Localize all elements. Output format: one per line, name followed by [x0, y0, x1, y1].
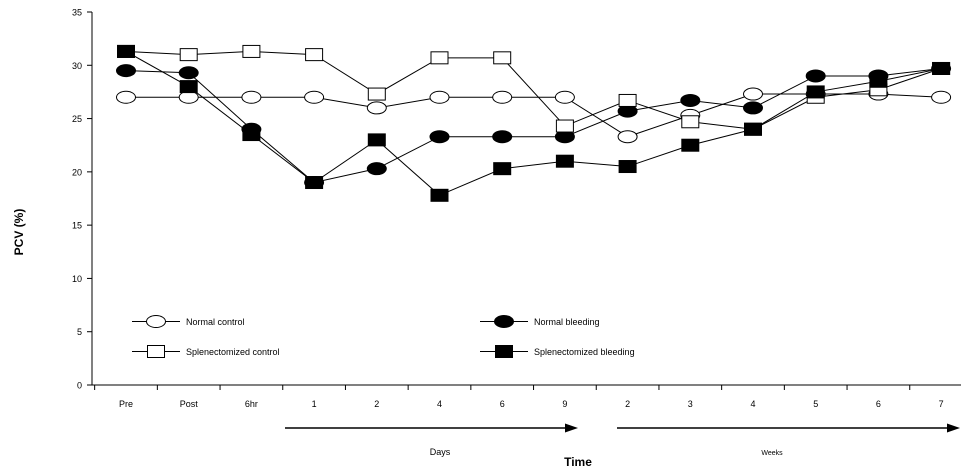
data-point-splenectomized-bleeding: [806, 85, 825, 99]
data-point-normal-control: [554, 90, 575, 104]
data-point-splenectomized-control: [179, 48, 198, 62]
data-point-splenectomized-control: [555, 119, 574, 133]
x-tick-label: Post: [180, 399, 199, 409]
x-tick-label: 1: [312, 399, 317, 409]
data-point-normal-control: [304, 90, 325, 104]
data-point-normal-bleeding: [492, 130, 513, 144]
y-tick-label: 5: [77, 327, 82, 337]
legend: Normal control Normal bleeding Splenectomi…: [132, 315, 635, 358]
axes: [91, 12, 961, 386]
data-point-splenectomized-control: [618, 93, 637, 107]
data-point-splenectomized-bleeding: [681, 138, 700, 152]
data-point-splenectomized-bleeding: [117, 44, 135, 58]
series-layer: [116, 44, 952, 202]
series-line-normal-control: [126, 93, 942, 138]
legend-marker: [494, 315, 514, 328]
weeks-arrow-head: [947, 423, 960, 433]
data-point-splenectomized-bleeding: [555, 154, 574, 168]
legend-label: Splenectomized bleeding: [534, 347, 635, 357]
y-axis-ticks: 0 5 10 15 20 25 30 35: [72, 8, 92, 391]
data-point-splenectomized-bleeding: [367, 133, 386, 147]
data-point-normal-bleeding: [680, 93, 701, 107]
legend-marker: [146, 315, 166, 328]
y-tick-label: 20: [72, 167, 82, 177]
data-point-normal-bleeding: [366, 162, 387, 176]
data-point-normal-control: [241, 90, 262, 104]
legend-entry: Normal control: [132, 315, 245, 328]
x-tick-label: 2: [374, 399, 379, 409]
data-point-splenectomized-control: [681, 115, 700, 129]
data-point-normal-control: [429, 90, 450, 104]
data-point-splenectomized-control: [430, 51, 449, 65]
y-tick-label: 25: [72, 114, 82, 124]
data-point-normal-control: [116, 90, 136, 104]
data-point-splenectomized-bleeding: [869, 74, 888, 88]
days-arrow-head: [565, 423, 578, 433]
data-point-normal-bleeding: [178, 66, 199, 80]
series-line-splenectomized-control: [125, 50, 942, 130]
legend-label: Splenectomized control: [186, 347, 280, 357]
y-tick-label: 0: [77, 381, 82, 391]
data-point-normal-bleeding: [805, 69, 826, 83]
series-line-splenectomized-bleeding: [125, 50, 942, 196]
x-axis-ticks: Pre Post 6hr 1 2 4 6 9 2 3 4 5 6 7: [94, 385, 944, 409]
data-point-normal-control: [492, 90, 513, 104]
days-period-label: Days: [430, 447, 451, 457]
series-line-normal-bleeding: [125, 67, 942, 184]
legend-marker: [147, 345, 165, 358]
x-tick-label: 9: [562, 399, 567, 409]
y-tick-label: 35: [72, 8, 82, 18]
data-point-splenectomized-bleeding: [493, 162, 512, 176]
data-point-normal-control: [743, 87, 763, 101]
series-markers: [116, 44, 952, 202]
data-point-normal-bleeding: [429, 130, 450, 144]
y-tick-label: 15: [72, 221, 82, 231]
x-tick-label: 3: [688, 399, 693, 409]
x-tick-label: 2: [625, 399, 630, 409]
data-point-splenectomized-bleeding: [179, 80, 198, 94]
x-tick-label: 5: [813, 399, 818, 409]
y-axis-label: PCV (%): [12, 209, 26, 256]
data-point-normal-bleeding: [116, 64, 136, 78]
data-point-splenectomized-bleeding: [305, 176, 324, 190]
weeks-period-label: Weeks: [761, 450, 783, 457]
legend-marker: [495, 345, 513, 358]
y-tick-label: 10: [72, 274, 82, 284]
y-tick-label: 30: [72, 61, 82, 71]
x-tick-label: 6: [876, 399, 881, 409]
data-point-normal-control: [366, 101, 387, 115]
x-tick-label: 4: [437, 399, 442, 409]
period-arrows: [285, 423, 960, 433]
data-point-normal-control: [617, 130, 638, 144]
legend-label: Normal bleeding: [534, 317, 600, 327]
x-tick-label: 4: [750, 399, 755, 409]
data-point-splenectomized-control: [493, 51, 512, 65]
data-point-splenectomized-control: [367, 87, 386, 101]
data-point-normal-bleeding: [743, 101, 763, 115]
data-point-splenectomized-bleeding: [744, 122, 762, 136]
data-point-splenectomized-bleeding: [932, 61, 951, 75]
legend-entry: Normal bleeding: [480, 315, 600, 328]
x-tick-label: Pre: [119, 399, 133, 409]
data-point-splenectomized-bleeding: [618, 160, 637, 174]
x-tick-label: 6hr: [245, 399, 258, 409]
legend-label: Normal control: [186, 317, 245, 327]
x-tick-label: 6: [500, 399, 505, 409]
legend-entry: Splenectomized bleeding: [480, 345, 635, 358]
data-point-splenectomized-bleeding: [430, 188, 449, 202]
data-point-normal-control: [931, 90, 952, 104]
x-axis-label: Time: [564, 455, 592, 469]
data-point-splenectomized-control: [305, 48, 324, 62]
series-lines: [125, 50, 942, 196]
legend-entry: Splenectomized control: [132, 345, 280, 358]
data-point-splenectomized-bleeding: [242, 128, 261, 142]
x-tick-label: 7: [939, 399, 944, 409]
data-point-splenectomized-control: [242, 44, 261, 58]
